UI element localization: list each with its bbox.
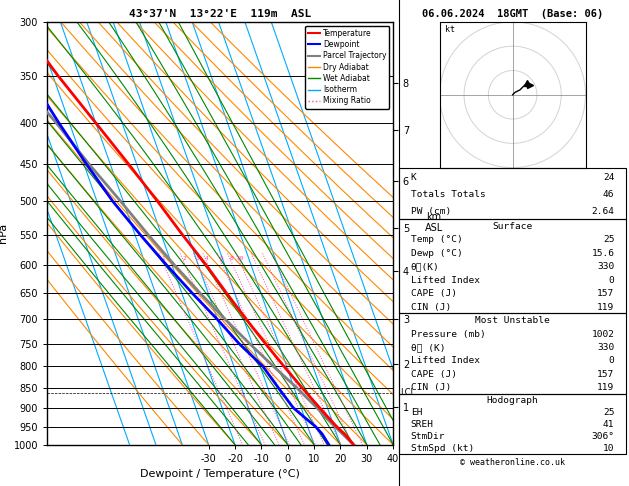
Text: 41: 41 <box>603 420 615 429</box>
Text: StmDir: StmDir <box>411 432 445 441</box>
Text: Pressure (mb): Pressure (mb) <box>411 330 486 339</box>
Text: Most Unstable: Most Unstable <box>476 316 550 325</box>
Text: Dewp (°C): Dewp (°C) <box>411 249 462 258</box>
Text: Totals Totals: Totals Totals <box>411 190 486 199</box>
Text: PW (cm): PW (cm) <box>411 207 451 216</box>
Text: 25: 25 <box>603 235 615 244</box>
Text: 306°: 306° <box>591 432 615 441</box>
Text: 4: 4 <box>205 256 209 261</box>
Text: θᴇ (K): θᴇ (K) <box>411 343 445 352</box>
Y-axis label: hPa: hPa <box>0 223 8 243</box>
Text: 1: 1 <box>161 256 165 261</box>
Text: StmSpd (kt): StmSpd (kt) <box>411 444 474 453</box>
Text: 43°37'N  13°22'E  119m  ASL: 43°37'N 13°22'E 119m ASL <box>129 9 311 19</box>
Text: 10: 10 <box>236 256 243 261</box>
Text: 119: 119 <box>598 303 615 312</box>
Legend: Temperature, Dewpoint, Parcel Trajectory, Dry Adiabat, Wet Adiabat, Isotherm, Mi: Temperature, Dewpoint, Parcel Trajectory… <box>305 26 389 108</box>
Text: 2: 2 <box>182 256 186 261</box>
Text: 157: 157 <box>598 289 615 298</box>
Text: 06.06.2024  18GMT  (Base: 06): 06.06.2024 18GMT (Base: 06) <box>422 9 603 19</box>
Text: LCL: LCL <box>400 388 415 397</box>
Text: 1002: 1002 <box>591 330 615 339</box>
Text: CIN (J): CIN (J) <box>411 303 451 312</box>
Text: Surface: Surface <box>493 222 533 231</box>
Text: 25: 25 <box>603 408 615 417</box>
Text: CAPE (J): CAPE (J) <box>411 370 457 379</box>
Text: 8: 8 <box>230 256 233 261</box>
Text: Lifted Index: Lifted Index <box>411 276 480 285</box>
Text: 3: 3 <box>196 256 199 261</box>
Text: © weatheronline.co.uk: © weatheronline.co.uk <box>460 457 565 467</box>
Text: 2.64: 2.64 <box>591 207 615 216</box>
Y-axis label: km
ASL: km ASL <box>425 212 443 233</box>
Text: 15.6: 15.6 <box>591 249 615 258</box>
Text: K: K <box>411 173 416 182</box>
Text: 0: 0 <box>609 356 615 365</box>
Text: EH: EH <box>411 408 422 417</box>
Text: kt: kt <box>445 25 455 34</box>
Text: Lifted Index: Lifted Index <box>411 356 480 365</box>
Text: 24: 24 <box>603 173 615 182</box>
Text: CIN (J): CIN (J) <box>411 383 451 392</box>
Text: SREH: SREH <box>411 420 434 429</box>
Text: 330: 330 <box>598 343 615 352</box>
Text: Temp (°C): Temp (°C) <box>411 235 462 244</box>
Text: 157: 157 <box>598 370 615 379</box>
Text: 6: 6 <box>220 256 223 261</box>
Text: θᴇ(K): θᴇ(K) <box>411 262 440 271</box>
Text: 46: 46 <box>603 190 615 199</box>
Text: 10: 10 <box>603 444 615 453</box>
Text: 330: 330 <box>598 262 615 271</box>
Text: Hodograph: Hodograph <box>487 396 538 405</box>
Text: 119: 119 <box>598 383 615 392</box>
Text: 0: 0 <box>609 276 615 285</box>
Text: CAPE (J): CAPE (J) <box>411 289 457 298</box>
X-axis label: Dewpoint / Temperature (°C): Dewpoint / Temperature (°C) <box>140 469 300 479</box>
